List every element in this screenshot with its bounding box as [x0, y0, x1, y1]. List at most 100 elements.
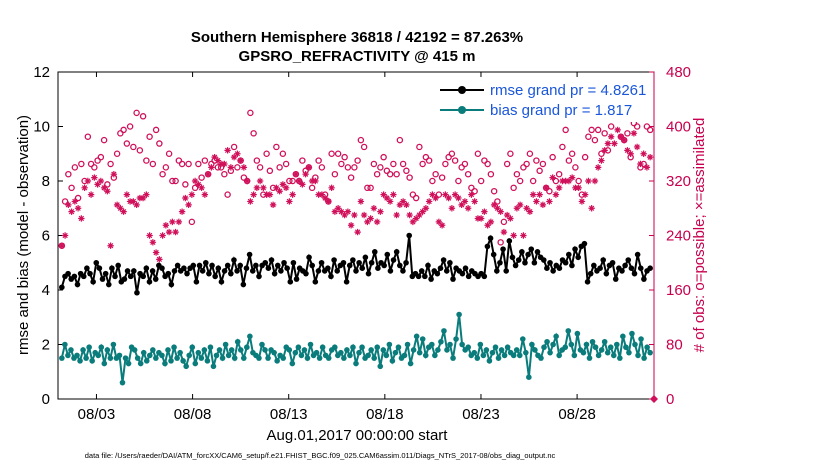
rmse-point	[434, 270, 441, 277]
bias-point	[444, 347, 450, 353]
bias-point	[265, 355, 271, 361]
y-left-tick-label: 4	[42, 282, 50, 299]
rmse-point	[584, 279, 591, 285]
obs-possible-point	[393, 170, 400, 178]
rmse-point	[124, 268, 131, 274]
rmse-point	[490, 251, 497, 258]
rmse-point	[447, 259, 453, 266]
rmse-point	[462, 265, 469, 272]
bias-point	[222, 341, 229, 348]
obs-possible-point	[156, 140, 163, 147]
obs-possible-point	[598, 150, 605, 157]
bias-point	[374, 344, 381, 351]
obs-assimilated-point	[607, 133, 615, 140]
rmse-point	[287, 279, 294, 285]
obs-assimilated-point	[295, 177, 303, 185]
obs-possible-point	[555, 170, 563, 178]
bias-point	[65, 352, 71, 359]
y-right-tick-label: 160	[666, 282, 691, 299]
obs-assimilated-point	[614, 126, 621, 134]
rmse-point	[303, 270, 309, 277]
legend-bias-label: bias grand pr = 1.817	[490, 102, 632, 119]
rmse-point	[262, 259, 269, 266]
obs-possible-point	[68, 184, 75, 192]
obs-possible-point	[601, 130, 608, 137]
obs-assimilated-point	[276, 188, 283, 195]
rmse-point	[512, 262, 519, 269]
obs-assimilated-point	[217, 160, 225, 168]
bias-point	[641, 355, 647, 361]
rmse-point	[190, 262, 197, 269]
rmse-point	[400, 268, 406, 274]
bias-point	[377, 363, 384, 370]
obs-assimilated-point	[578, 198, 586, 205]
bias-point	[580, 349, 587, 356]
obs-possible-point	[136, 147, 144, 154]
rmse-point	[174, 262, 181, 269]
obs-assimilated-point	[136, 194, 144, 202]
obs-possible-point	[507, 150, 514, 157]
obs-possible-point	[214, 164, 222, 171]
y-left-tick-label: 2	[42, 337, 50, 354]
bias-point	[586, 355, 593, 361]
bias-point	[98, 344, 105, 351]
bias-point	[450, 355, 456, 361]
rmse-point	[84, 265, 90, 272]
obs-possible-point	[250, 130, 257, 137]
obs-assimilated-point	[204, 170, 212, 178]
obs-possible-point	[529, 177, 537, 185]
obs-possible-point	[585, 133, 592, 140]
obs-assimilated-point	[94, 181, 101, 188]
obs-assimilated-point	[526, 208, 534, 215]
rmse-point	[528, 246, 535, 252]
bias-point	[604, 349, 611, 356]
bias-point	[571, 352, 578, 359]
y-left-tick-label: 6	[42, 228, 50, 245]
rmse-point	[619, 268, 625, 274]
rmse-point	[540, 257, 547, 263]
bias-point	[486, 358, 493, 364]
rmse-point	[375, 265, 381, 272]
obs-assimilated-point	[396, 201, 404, 209]
obs-assimilated-point	[302, 170, 309, 178]
rmse-point	[315, 268, 322, 274]
bias-point	[225, 352, 232, 359]
obs-possible-point	[445, 153, 452, 161]
obs-assimilated-point	[448, 205, 456, 212]
bias-point	[325, 355, 332, 361]
bias-point	[292, 349, 299, 356]
rmse-point	[459, 270, 466, 277]
rmse-point	[71, 273, 78, 280]
obs-possible-point	[546, 187, 553, 195]
rmse-point	[325, 265, 331, 272]
bias-point	[201, 347, 208, 353]
obs-assimilated-point	[338, 208, 345, 215]
rmse-point	[525, 251, 531, 258]
obs-assimilated-point	[484, 222, 491, 229]
obs-possible-point	[133, 109, 140, 117]
obs-possible-point	[360, 143, 368, 151]
bias-point	[295, 344, 302, 351]
y-right-tick-label: 0	[666, 391, 674, 408]
x-tick-label: 08/03	[78, 406, 116, 423]
bias-point	[125, 360, 132, 367]
obs-assimilated-point	[373, 218, 381, 226]
y-axis-left-label: rmse and bias (model - observation)	[15, 115, 32, 355]
obs-assimilated-point	[279, 181, 287, 188]
obs-assimilated-point	[481, 208, 488, 215]
bias-point	[192, 360, 199, 367]
rmse-point	[105, 281, 112, 288]
rmse-point	[318, 259, 325, 266]
obs-assimilated-point	[399, 198, 407, 205]
obs-possible-point	[289, 177, 296, 185]
obs-possible-point	[113, 150, 121, 157]
bias-point	[601, 338, 608, 345]
bias-point	[459, 341, 465, 348]
legend-box	[435, 80, 650, 122]
bias-point	[565, 328, 572, 334]
rmse-point	[428, 276, 434, 282]
rmse-point	[140, 273, 147, 280]
obs-assimilated-point	[318, 191, 326, 198]
obs-assimilated-point	[412, 215, 420, 222]
obs-possible-point	[490, 187, 498, 195]
